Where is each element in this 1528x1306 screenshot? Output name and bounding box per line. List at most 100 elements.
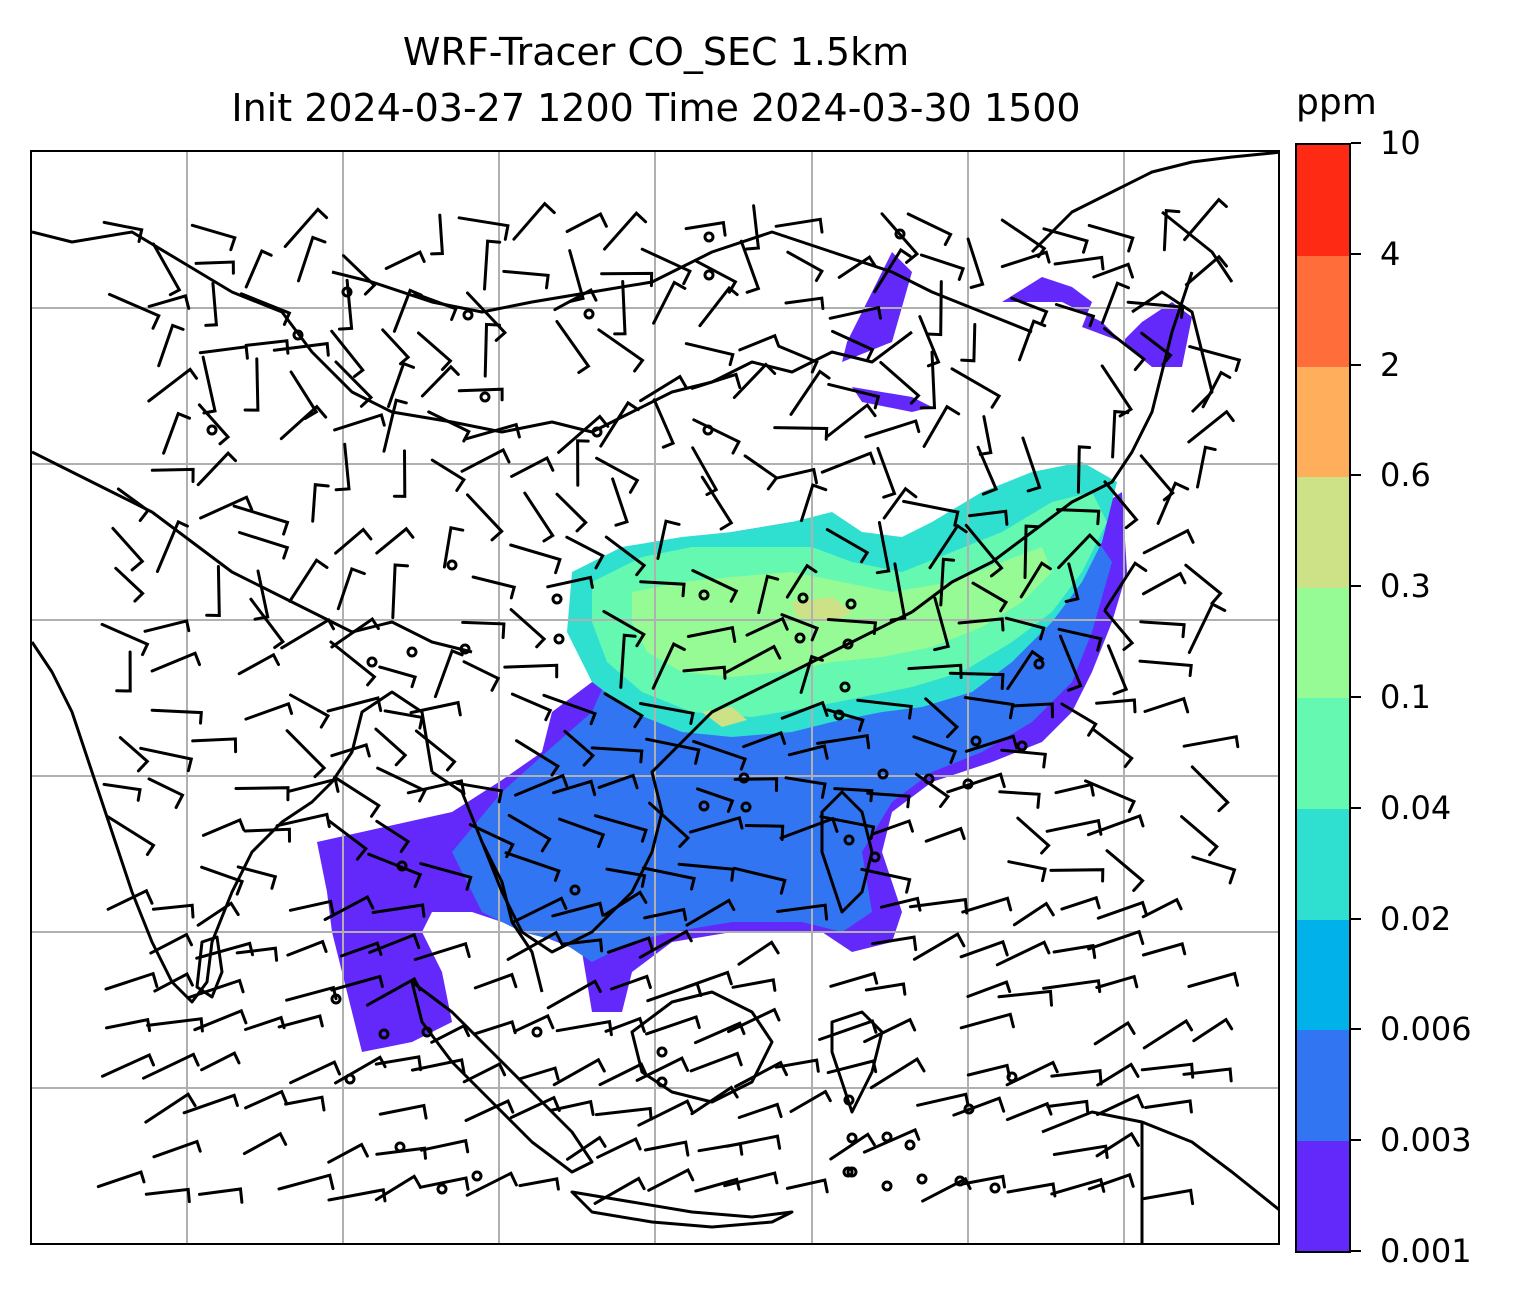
wind-barb [374,1055,423,1072]
wind-barb [466,291,508,342]
calm-wind-circle [794,632,806,644]
wind-barb [194,260,235,275]
wind-barb [889,562,907,622]
wind-barb [1060,895,1101,911]
calm-wind-circle [703,269,715,281]
wind-barb [249,597,286,649]
border-central [32,450,473,654]
wind-barb [652,280,687,325]
calm-wind-circle [869,851,881,863]
wind-barb [330,329,365,378]
wind-barb [375,526,415,555]
coastline-java [570,1190,794,1229]
wind-barb [597,328,645,373]
coastline-india [32,641,434,1004]
wind-barb [277,1173,335,1191]
calm-wind-circle [797,592,809,604]
wind-barb [732,362,777,399]
wind-barb [1182,1067,1233,1083]
wind-barb [593,1176,646,1205]
wind-barb [472,1019,517,1036]
wind-barb [610,974,652,991]
wind-barb [637,1099,694,1127]
wind-barb [757,574,780,615]
wind-barb [105,1017,152,1033]
wind-barb [244,339,290,355]
wind-barb [604,535,647,577]
wind-barb [1006,1182,1057,1198]
wind-barb [465,1171,518,1197]
wind-barb [882,486,918,520]
wind-barb [964,523,1004,578]
wind-barb [800,483,828,523]
plume-level-03 [702,597,852,727]
wind-barb [866,791,911,809]
wind-barb [1095,974,1139,989]
wind-barb [774,217,824,234]
wind-barb [280,617,335,650]
wind-barb [1087,929,1145,951]
wind-barb [598,1062,649,1087]
wind-barb [820,451,876,474]
wind-barb [201,818,246,837]
wind-barb [102,782,142,802]
wind-barb [1050,1177,1106,1196]
colorbar-tick-label: 0.1 [1380,678,1431,716]
wind-barb [502,269,550,290]
calm-wind-circle [904,1139,916,1151]
wind-barb [1023,524,1040,579]
wind-barb [243,827,291,843]
wind-barb [960,323,977,363]
wind-barb [875,521,891,575]
wind-barb [374,727,408,767]
wind-barb [1142,528,1195,555]
wind-barb [383,709,424,730]
wind-barb [961,896,1013,914]
wind-barb [978,415,993,456]
wind-barb [546,575,594,589]
wind-barb [948,671,1005,690]
wind-barb [1076,445,1092,494]
wind-barb [912,932,966,961]
wind-barb [552,1057,606,1087]
wind-barb [737,940,780,966]
wind-barb [599,400,640,448]
wind-barb [565,212,608,233]
wind-barb [743,454,779,491]
wind-barb [374,1174,422,1202]
wind-barb [144,1092,197,1124]
wind-barb [1057,627,1103,652]
wind-barb [96,1170,146,1189]
wind-barb [560,938,604,953]
wind-barb [686,625,737,643]
wind-barb [604,1016,646,1033]
colorbar-segment [1297,808,1349,920]
wind-barb [106,888,154,911]
wind-barb [1140,331,1173,367]
wind-barb [365,976,422,1007]
colorbar-segment [1297,919,1349,1031]
coastline-philippines [820,790,874,914]
wind-barb [243,357,260,412]
wind-barb [869,1057,926,1090]
wind-barb [1143,696,1190,714]
calm-wind-circle [846,1132,858,1144]
wind-barb [235,946,279,962]
wind-barb [959,1012,1015,1030]
wind-barb [339,941,383,958]
wind-barb [552,779,597,797]
wind-barb [921,1176,972,1203]
plume-level-0001-north [842,252,1192,412]
wind-barb [1053,255,1105,271]
map-panel[interactable] [30,150,1280,1245]
wind-barb [690,1085,739,1116]
calm-wind-circle [553,633,565,645]
wind-barb [1052,1144,1109,1159]
wind-barb [871,819,914,836]
colorbar-tick-label: 4 [1380,234,1401,273]
wind-barb [1139,620,1186,639]
wind-barb [639,580,686,598]
wind-barb [114,566,145,603]
wind-barb [952,1096,1006,1117]
wind-barb [606,936,655,954]
